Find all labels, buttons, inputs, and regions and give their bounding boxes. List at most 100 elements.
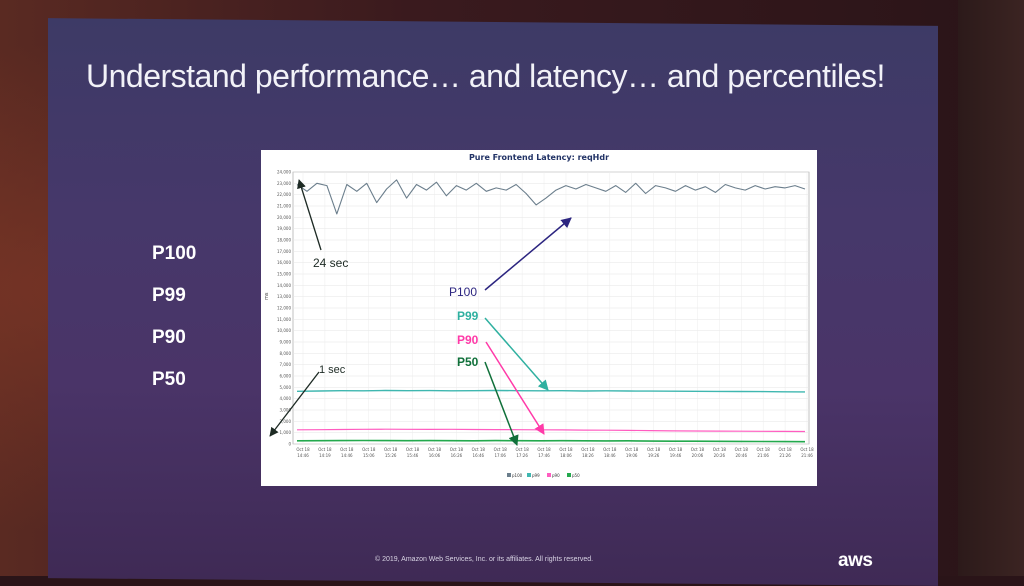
x-tick-date: Oct 18 (362, 447, 376, 452)
x-tick-date: Oct 18 (581, 447, 595, 452)
percentile-label-p99: P99 (152, 285, 186, 306)
y-axis-label: ms (264, 292, 270, 300)
annotation-p100: P100 (449, 217, 572, 299)
legend-entry-p90: p90 (552, 473, 560, 478)
x-tick-time: 14:19 (319, 453, 331, 458)
annotation-p50-label: P50 (457, 355, 479, 369)
series-line-p50 (296, 439, 806, 443)
x-tick-date: Oct 18 (450, 447, 464, 452)
annotation-24sec-label: 24 sec (313, 256, 348, 270)
x-tick-date: Oct 18 (778, 447, 792, 452)
annotation-p90-label: P90 (457, 333, 479, 347)
annotation-p99: P99 (457, 309, 549, 391)
x-tick-date: Oct 18 (603, 447, 617, 452)
y-tick-label: 20,000 (277, 215, 291, 220)
x-tick-date: Oct 18 (340, 447, 354, 452)
y-tick-label: 13,000 (277, 294, 291, 299)
x-tick-date: Oct 18 (691, 447, 705, 452)
x-tick-time: 15:06 (363, 453, 375, 458)
y-tick-label: 11,000 (277, 317, 291, 322)
annotation-p50: P50 (457, 355, 519, 446)
y-tick-label: 5,000 (280, 385, 292, 390)
x-tick-time: 18:46 (604, 453, 616, 458)
y-tick-label: 12,000 (277, 306, 291, 311)
annotation-24sec: 24 sec (297, 179, 348, 270)
legend-entry-p99: p99 (532, 473, 540, 478)
y-tick-label: 17,000 (277, 249, 291, 254)
y-tick-label: 23,000 (277, 181, 291, 186)
legend-swatch-p50 (567, 473, 571, 477)
x-tick-time: 19:46 (670, 453, 682, 458)
percentile-label-p100: P100 (152, 243, 197, 264)
series-lines (296, 179, 806, 443)
y-tick-label: 18,000 (277, 238, 291, 243)
legend: p100 p99 p90 p50 (507, 473, 580, 478)
x-tick-date: Oct 18 (647, 447, 661, 452)
y-tick-label: 6,000 (280, 374, 292, 379)
x-tick-time: 15:26 (385, 453, 397, 458)
y-tick-label: 14,000 (277, 283, 291, 288)
aws-logo: aws (838, 550, 873, 571)
percentile-label-p90: P90 (152, 327, 186, 348)
series-line-p90 (296, 428, 806, 433)
x-tick-time: 16:26 (451, 453, 463, 458)
x-tick-time: 19:06 (626, 453, 638, 458)
x-tick-time: 14:46 (341, 453, 353, 458)
percentile-labels: P100 P99 P90 P50 (152, 238, 212, 406)
grid (292, 171, 810, 445)
y-tick-label: 15,000 (277, 272, 291, 277)
x-tick-date: Oct 18 (800, 447, 814, 452)
x-tick-date: Oct 18 (537, 447, 551, 452)
latency-chart-svg: Pure Frontend Latency: reqHdr ms 0 1,000 2… (264, 153, 814, 478)
x-tick-time: 21:46 (801, 453, 813, 458)
x-tick-time: 19:26 (648, 453, 660, 458)
x-tick-date: Oct 18 (735, 447, 749, 452)
x-tick-time: 21:26 (779, 453, 791, 458)
series-line-p99 (296, 389, 806, 393)
annotation-1sec: 1 sec (269, 364, 346, 437)
series-line-p100 (296, 179, 806, 215)
copyright-footer: © 2019, Amazon Web Services, Inc. or its… (375, 556, 594, 563)
x-tick-date: Oct 18 (318, 447, 332, 452)
x-tick-date: Oct 18 (406, 447, 420, 452)
x-tick-date: Oct 18 (494, 447, 508, 452)
x-tick-time: 20:26 (714, 453, 726, 458)
x-tick-time: 17:26 (516, 453, 528, 458)
x-tick-date: Oct 18 (296, 447, 310, 452)
x-tick-time: 18:26 (582, 453, 594, 458)
x-tick-time: 20:46 (735, 453, 747, 458)
x-tick-date: Oct 18 (515, 447, 529, 452)
x-tick-date: Oct 18 (384, 447, 398, 452)
legend-swatch-p90 (547, 473, 551, 477)
annotation-p99-label: P99 (457, 309, 479, 323)
annotation-p100-label: P100 (449, 285, 477, 299)
y-tick-label: 19,000 (277, 226, 291, 231)
y-tick-label: 0 (288, 442, 291, 447)
x-tick-date: Oct 18 (669, 447, 683, 452)
legend-swatch-p100 (507, 473, 511, 477)
legend-swatch-p99 (527, 473, 531, 477)
y-tick-label: 1,000 (280, 430, 292, 435)
y-tick-label: 21,000 (277, 204, 291, 209)
x-tick-time: 18:06 (560, 453, 572, 458)
x-tick-time: 20:06 (692, 453, 704, 458)
x-tick-date: Oct 18 (559, 447, 573, 452)
y-tick-labels: 0 1,000 2,000 3,000 4,000 5,000 6,000 7,000 8,00… (277, 170, 291, 447)
x-tick-time: 16:46 (473, 453, 485, 458)
y-tick-label: 4,000 (280, 396, 292, 401)
y-tick-label: 3,000 (280, 408, 292, 413)
slide-title: Understand performance… and latency… and… (86, 58, 885, 94)
x-tick-date: Oct 18 (713, 447, 727, 452)
y-tick-label: 2,000 (280, 419, 292, 424)
legend-entry-p50: p50 (572, 473, 580, 478)
annotation-p90: P90 (457, 333, 545, 435)
x-tick-time: 21:06 (757, 453, 769, 458)
percentile-label-p50: P50 (152, 369, 186, 390)
x-tick-time: 15:46 (407, 453, 419, 458)
y-tick-label: 24,000 (277, 170, 291, 175)
y-tick-label: 16,000 (277, 260, 291, 265)
x-tick-time: 14:46 (297, 453, 309, 458)
x-tick-time: 17:46 (538, 453, 550, 458)
x-tick-date: Oct 18 (428, 447, 442, 452)
